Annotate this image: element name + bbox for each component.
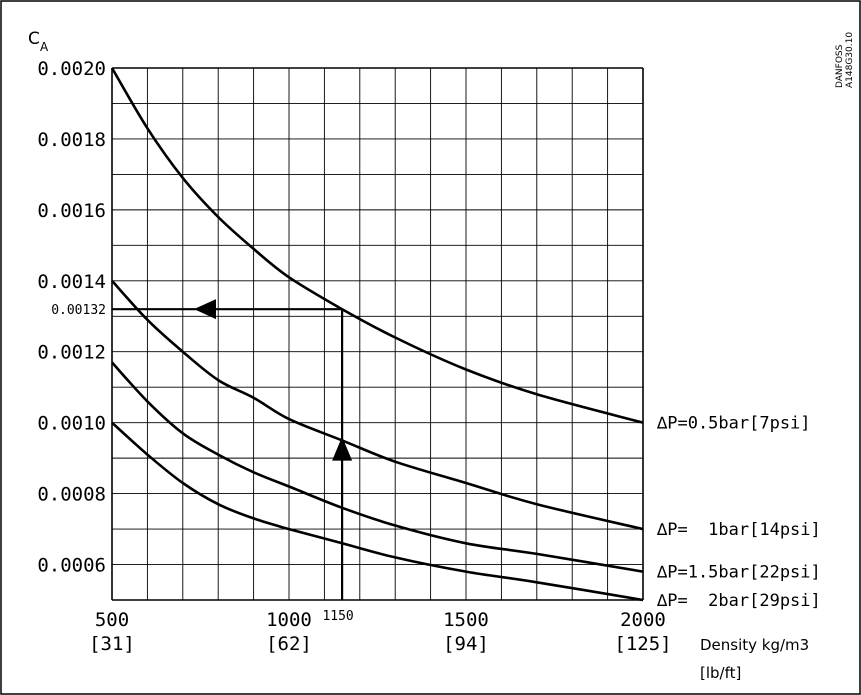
series-label-1: ∆P=0.5bar[7psi] <box>656 414 811 434</box>
annotation-group <box>112 299 353 600</box>
y-tick-label: 0.0014 <box>37 271 106 293</box>
x-tick-sublabel: [62] <box>266 633 312 655</box>
series-line-2 <box>111 279 644 531</box>
series-label-4: ∆P= 2bar[29psi] <box>656 591 821 611</box>
x-tick-label: 1000 <box>266 609 312 631</box>
x-tick-label: 500 <box>95 609 129 631</box>
y-axis-title-subscript: A <box>40 40 49 54</box>
x-axis-label-line1: Density kg/m3 <box>700 636 809 654</box>
x-tick-label: 2000 <box>620 609 666 631</box>
annotation-x-label: 1150 <box>322 609 353 624</box>
tick-labels: 0.0020 0.0018 0.0016 0.0014 0.0012 0.0010 0.00… <box>37 58 671 655</box>
x-tick-sublabel: [125] <box>614 633 671 655</box>
x-tick-sublabel: [94] <box>443 633 489 655</box>
grid <box>111 67 644 601</box>
annotation-y-label: 0.00132 <box>51 303 106 318</box>
y-tick-label: 0.0006 <box>37 555 106 577</box>
y-tick-label: 0.0008 <box>37 484 106 506</box>
x-tick-label: 1500 <box>443 609 489 631</box>
x-axis-label-line2: [lb/ft] <box>700 664 741 682</box>
y-tick-label: 0.0010 <box>37 413 106 435</box>
series-group: ∆P=0.5bar[7psi] ∆P= 1bar[14psi] ∆P=1.5bar[… <box>110 67 821 611</box>
series-line-3 <box>111 361 644 573</box>
arrow-left-icon <box>194 299 216 320</box>
series-line-4 <box>111 421 644 602</box>
y-tick-label: 0.0020 <box>37 58 106 80</box>
y-tick-label: 0.0016 <box>37 200 106 222</box>
series-label-2: ∆P= 1bar[14psi] <box>656 520 821 540</box>
y-tick-label: 0.0012 <box>37 342 106 364</box>
series-line-1 <box>110 67 644 424</box>
y-axis-title: C <box>28 29 40 49</box>
x-tick-sublabel: [31] <box>89 633 135 655</box>
y-tick-label: 0.0018 <box>37 129 106 151</box>
corner-text-bottom: A148G30.10 <box>845 32 855 88</box>
corner-text-top: DANFOSS <box>835 44 845 88</box>
series-label-3: ∆P=1.5bar[22psi] <box>656 563 821 583</box>
arrow-up-icon <box>332 436 353 461</box>
